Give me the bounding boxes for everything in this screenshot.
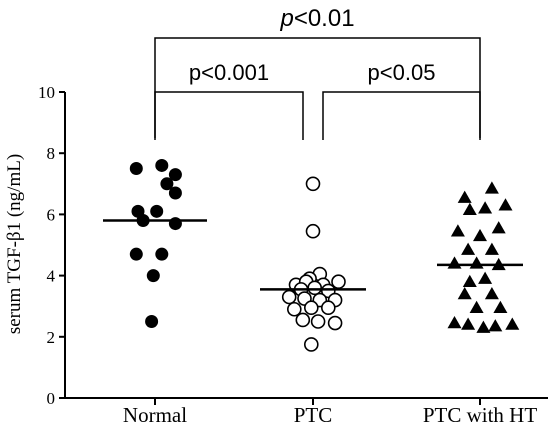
x-category-label: PTC with HT (423, 403, 538, 427)
axes: 0 2 4 6 8 10 Normal PTC PTC with HT (38, 83, 548, 427)
data-point-normal (155, 247, 169, 261)
data-point-normal (168, 168, 182, 182)
data-point-ptc-ht (461, 242, 476, 255)
p-value-label: p<0.01 (279, 5, 354, 32)
data-point-ptc-ht (498, 198, 513, 211)
p-value-label: p<0.05 (368, 60, 436, 85)
data-point-ptc-ht (473, 228, 487, 242)
data-point-ptc (320, 300, 336, 316)
data-point-ptc-ht (461, 317, 476, 330)
data-point-ptc-ht (484, 242, 499, 255)
data-point-ptc-ht (493, 300, 508, 313)
data-points (129, 158, 520, 352)
data-point-ptc-ht (505, 317, 520, 330)
data-point-ptc-ht (450, 224, 465, 237)
data-point-normal (129, 162, 143, 175)
data-point-normal (150, 204, 164, 218)
y-axis-title: serum TGF-β1 (ng/mL) (4, 154, 25, 334)
significance-bracket (322, 91, 481, 140)
data-point-ptc (286, 301, 302, 317)
y-tick-label: 2 (47, 328, 56, 347)
data-point-ptc (303, 337, 319, 352)
data-point-ptc-ht (462, 202, 477, 216)
data-point-normal (168, 217, 182, 231)
data-point-ptc-ht (484, 286, 499, 300)
data-point-ptc (305, 223, 321, 239)
data-point-ptc (295, 312, 311, 328)
significance-bracket (154, 37, 481, 138)
data-point-ptc-ht (447, 256, 462, 269)
data-point-ptc (305, 176, 321, 192)
data-point-ptc (327, 315, 343, 331)
data-point-ptc-ht (457, 190, 472, 203)
data-point-ptc (281, 289, 297, 305)
data-point-normal (168, 186, 182, 200)
data-point-ptc-ht (469, 256, 484, 269)
data-point-ptc-ht (462, 274, 477, 287)
p-symbol: p (279, 5, 293, 32)
data-point-ptc-ht (476, 320, 491, 333)
significance-bracket (154, 91, 304, 140)
data-point-ptc-ht (491, 221, 506, 234)
data-point-ptc (310, 314, 326, 329)
data-point-ptc-ht (484, 181, 499, 194)
data-point-normal (145, 315, 159, 328)
data-point-normal (160, 177, 174, 191)
data-point-ptc-ht (469, 300, 484, 313)
data-point-normal (129, 247, 143, 261)
data-point-ptc-ht (457, 286, 472, 300)
p-threshold: <0.01 (294, 5, 355, 32)
x-category-label: PTC (294, 403, 333, 427)
median-lines (103, 219, 523, 291)
data-point-ptc (303, 300, 319, 316)
data-point-ptc-ht (478, 201, 493, 214)
y-tick-label: 10 (38, 83, 55, 102)
data-point-ptc-ht (447, 316, 462, 329)
data-point-normal (155, 158, 169, 172)
significance-brackets: p<0.001 p<0.05 p<0.01 (154, 5, 481, 140)
y-tick-label: 8 (47, 144, 56, 163)
data-point-normal (146, 269, 160, 283)
y-tick-label: 6 (47, 205, 56, 224)
p-value-label: p<0.001 (189, 60, 269, 85)
data-point-ptc-ht (488, 319, 503, 332)
y-tick-label: 0 (47, 389, 56, 408)
data-point-ptc (331, 274, 346, 290)
data-point-ptc-ht (478, 271, 493, 284)
y-tick-label: 4 (47, 267, 56, 286)
x-category-label: Normal (123, 403, 187, 427)
data-point-ptc (307, 280, 323, 296)
